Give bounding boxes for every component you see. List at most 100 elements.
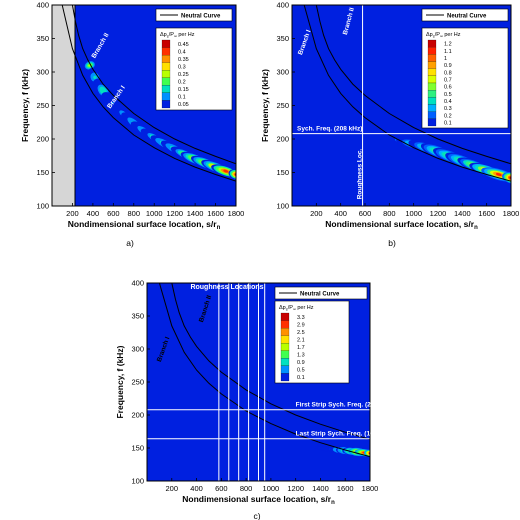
x-tick-label: 1200 (166, 209, 183, 218)
panel-label: c) (253, 511, 260, 520)
y-tick-label: 200 (276, 135, 289, 144)
neutral-curve-branch-i (158, 283, 370, 458)
x-tick-label: 1000 (146, 209, 163, 218)
colorbar-swatch (280, 335, 290, 344)
band-contour (508, 175, 511, 181)
x-tick-label: 200 (310, 209, 323, 218)
y-tick-label: 300 (131, 345, 144, 354)
colorbar-swatch (161, 55, 171, 63)
annotation: Last Strip Sych. Freq. (164 kHz) (296, 430, 393, 437)
x-tick-label: 1400 (312, 484, 329, 493)
y-axis-label: Frequency, f (kHz) (115, 345, 125, 418)
colorbar-swatch (427, 68, 437, 76)
y-tick-label: 200 (36, 135, 49, 144)
annotation: First Strip Sych. Freq. (208 kHz) (296, 401, 394, 408)
colorbar-title: Δps/P∞ per Hz (160, 32, 195, 39)
y-tick-label: 100 (276, 202, 289, 211)
legend-label: Neutral Curve (300, 292, 340, 298)
colorbar-swatch (161, 77, 171, 86)
panel-label: b) (388, 238, 396, 248)
neutral-curve-branch-ii (315, 5, 511, 165)
y-tick-label: 350 (36, 34, 49, 43)
colorbar-swatch (280, 328, 290, 336)
x-tick-label: 600 (215, 484, 228, 493)
y-axis-label: Frequency, f (kHz) (20, 69, 30, 142)
y-tick-label: 300 (36, 68, 49, 77)
colorbar-label: 0.6 (444, 85, 452, 91)
colorbar-swatch (427, 47, 437, 55)
colorbar-label: 0.1 (178, 95, 186, 101)
y-axis-label: Frequency, f (kHz) (260, 69, 270, 142)
colorbar-box (421, 27, 509, 129)
colorbar-label: 0.5 (444, 92, 452, 98)
colorbar-swatch (280, 350, 290, 359)
legend-label: Neutral Curve (181, 14, 221, 20)
x-tick-label: 400 (334, 209, 347, 218)
band-contour (234, 173, 236, 176)
y-tick-label: 350 (131, 312, 144, 321)
colorbar-swatch (427, 39, 437, 48)
colorbar-swatch (280, 365, 290, 374)
y-tick-label: 250 (36, 101, 49, 110)
colorbar-label: 0.45 (178, 42, 189, 48)
band-contour (368, 451, 370, 455)
colorbar-swatch (161, 100, 171, 109)
x-tick-label: 1600 (337, 484, 354, 493)
band-contour (495, 172, 502, 177)
x-tick-label: 1800 (362, 484, 379, 493)
y-tick-label: 400 (131, 279, 144, 288)
colorbar-swatch (427, 118, 437, 127)
x-tick-label: 1000 (405, 209, 422, 218)
colorbar-swatch (161, 70, 171, 78)
colorbar-swatch (280, 373, 290, 382)
colorbar-title: Δps/P∞ per Hz (426, 32, 461, 39)
colorbar-label: 1 (444, 56, 447, 62)
band-contour (101, 88, 106, 93)
colorbar-label: 0.7 (444, 77, 452, 83)
colorbar-label: 0.3 (444, 106, 452, 112)
band-contour (93, 75, 97, 80)
y-tick-label: 250 (276, 101, 289, 110)
x-tick-label: 1800 (503, 209, 520, 218)
x-tick-label: 1600 (207, 209, 224, 218)
band-contour (223, 169, 229, 173)
x-tick-label: 800 (240, 484, 253, 493)
y-tick-label: 350 (276, 34, 289, 43)
colorbar-label: 1.3 (297, 353, 305, 359)
y-tick-label: 100 (36, 202, 49, 211)
colorbar-label: 1.7 (297, 345, 305, 351)
x-tick-label: 1400 (454, 209, 471, 218)
colorbar-swatch (280, 312, 290, 321)
colorbar-swatch (427, 90, 437, 98)
colorbar-swatch (427, 97, 437, 105)
x-tick-label: 200 (166, 484, 179, 493)
colorbar-label: 0.2 (178, 80, 186, 86)
y-tick-label: 150 (276, 168, 289, 177)
x-axis-label: Nondimensional surface location, s/rn (325, 219, 478, 231)
x-tick-label: 1200 (430, 209, 447, 218)
colorbar-swatch (280, 320, 290, 329)
panel-1: 200 400 600 800 1000 1200 1400 1600 1800 100 150 20… (20, 1, 244, 232)
plot-area (292, 5, 511, 206)
legend-label: Neutral Curve (447, 14, 487, 20)
colorbar-label: 0.9 (297, 360, 305, 366)
legend-box (155, 8, 233, 22)
panel-3: 200 400 600 800 1000 1200 1400 1600 1800 100 150 20… (115, 279, 394, 507)
colorbar-swatch (427, 82, 437, 91)
y-tick-label: 300 (276, 68, 289, 77)
x-axis-label: Nondimensional surface location, s/rn (68, 219, 221, 231)
x-tick-label: 1000 (263, 484, 280, 493)
colorbar-swatch (280, 343, 290, 351)
y-tick-label: 150 (36, 168, 49, 177)
colorbar-swatch (427, 75, 437, 84)
colorbar-title: Δps/P∞ per Hz (279, 305, 314, 312)
y-tick-label: 150 (131, 444, 144, 453)
colorbar-label: 1.1 (444, 49, 452, 55)
colorbar-swatch (161, 62, 171, 71)
legend-box (421, 8, 509, 22)
colorbar-label: 0.4 (178, 49, 186, 55)
colorbar-label: 0.35 (178, 57, 189, 63)
colorbar-swatch (427, 104, 437, 112)
neutral-curve-branch-ii (71, 5, 236, 165)
